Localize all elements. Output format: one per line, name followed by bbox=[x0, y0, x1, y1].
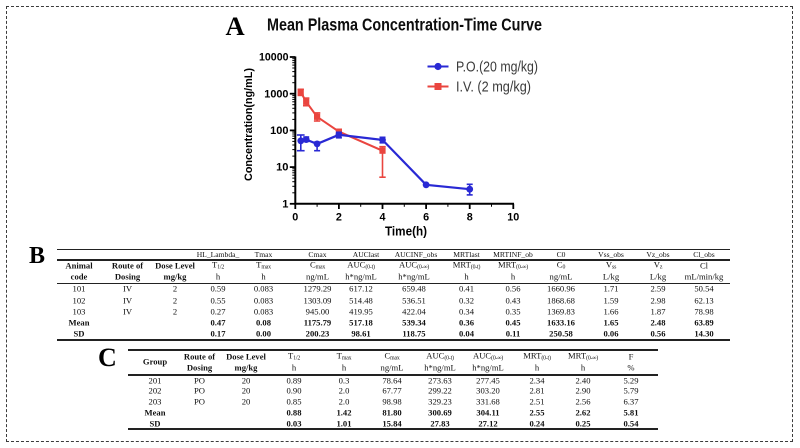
svg-text:100: 100 bbox=[270, 125, 288, 137]
svg-text:10: 10 bbox=[507, 212, 519, 224]
svg-text:8: 8 bbox=[467, 212, 473, 224]
svg-text:10000: 10000 bbox=[259, 52, 289, 64]
svg-text:Mean Plasma Concentration-Time: Mean Plasma Concentration-Time Curve bbox=[267, 15, 542, 35]
svg-text:10: 10 bbox=[276, 162, 288, 174]
svg-text:1: 1 bbox=[282, 198, 288, 210]
svg-text:Time(h): Time(h) bbox=[385, 224, 427, 239]
svg-text:Concentration(ng/mL): Concentration(ng/mL) bbox=[243, 68, 255, 181]
svg-text:6: 6 bbox=[423, 212, 429, 224]
svg-text:1000: 1000 bbox=[264, 88, 288, 100]
svg-text:4: 4 bbox=[379, 212, 385, 224]
svg-text:I.V. (2 mg/kg): I.V. (2 mg/kg) bbox=[456, 80, 531, 96]
svg-text:2: 2 bbox=[336, 212, 342, 224]
svg-text:P.O.(20 mg/kg): P.O.(20 mg/kg) bbox=[456, 60, 538, 76]
svg-text:0: 0 bbox=[292, 212, 298, 224]
